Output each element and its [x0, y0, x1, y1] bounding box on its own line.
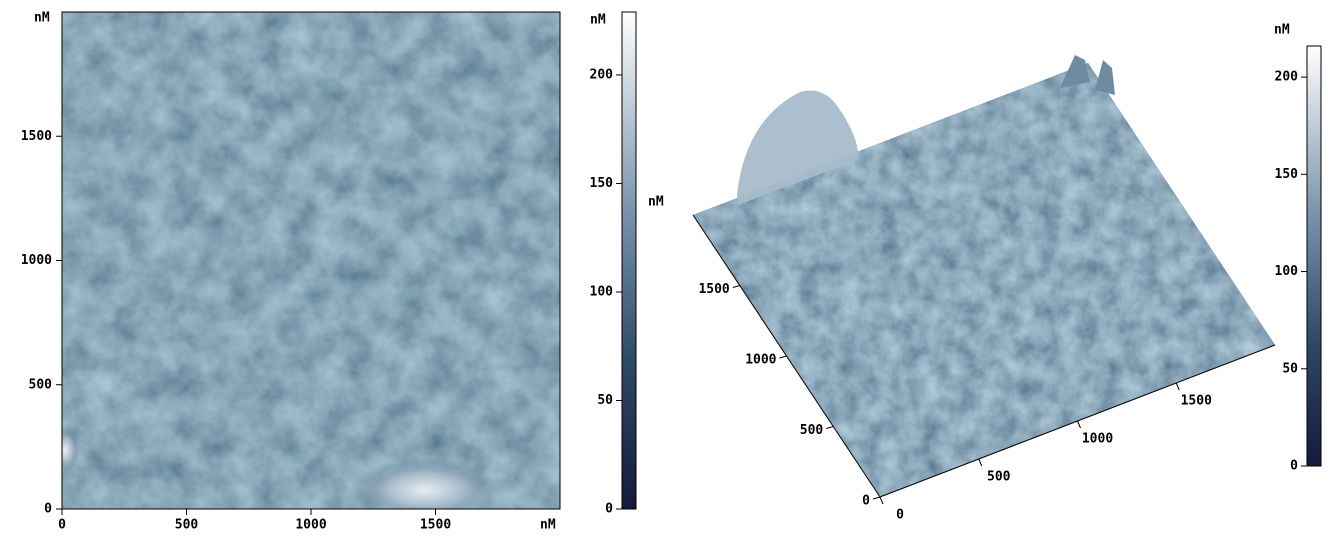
colorbar-tick-label: 50	[597, 393, 613, 408]
colorbar-tick-label: 0	[605, 502, 613, 517]
colorbar-tick-label: 50	[1282, 361, 1298, 376]
x-tick-label: 1000	[295, 518, 326, 533]
colorbar	[621, 11, 637, 510]
colorbar	[1306, 45, 1322, 467]
y-unit: nM	[34, 11, 50, 26]
colorbar-unit: nM	[1274, 23, 1290, 38]
colorbar-tick-label: 0	[1290, 459, 1298, 474]
y-tick	[732, 285, 740, 288]
y-tick-label: 1500	[698, 282, 729, 297]
x-tick	[879, 496, 884, 505]
x-tick-label: 500	[987, 470, 1011, 485]
y-tick-label: 0	[44, 502, 52, 517]
x-tick-label: 1000	[1082, 432, 1113, 447]
x-tick	[978, 458, 983, 467]
x-tick-label: 1500	[420, 518, 451, 533]
z-unit: nM	[648, 195, 664, 210]
x-tick-label: 1500	[1181, 394, 1212, 409]
colorbar-tick-label: 200	[1275, 70, 1299, 85]
y-tick-label: 1000	[745, 353, 776, 368]
y-tick-label: 1000	[21, 253, 52, 268]
colorbar-unit: nM	[590, 13, 606, 28]
colorbar-tick-label: 100	[1275, 264, 1299, 279]
x-tick	[1175, 382, 1180, 391]
y-tick-label: 500	[29, 377, 53, 392]
colorbar-tick-label: 200	[590, 67, 614, 82]
x-tick-label: 500	[175, 518, 199, 533]
colorbar-tick-label: 150	[590, 176, 614, 191]
y-tick	[826, 426, 834, 429]
x-tick	[1077, 420, 1081, 429]
x-tick-label: 0	[58, 518, 66, 533]
y-tick	[779, 355, 787, 359]
colorbar-tick-label: 150	[1275, 167, 1299, 182]
x-unit: nM	[540, 518, 556, 533]
y-tick-label: 0	[862, 494, 870, 509]
surface-3d	[693, 55, 1275, 497]
y-tick-label: 1500	[21, 129, 52, 144]
colorbar-tick-label: 100	[590, 284, 614, 299]
afm-image	[62, 12, 560, 509]
x-tick-label: 0	[896, 508, 904, 523]
y-tick-label: 500	[800, 423, 824, 438]
y-tick	[872, 496, 881, 500]
